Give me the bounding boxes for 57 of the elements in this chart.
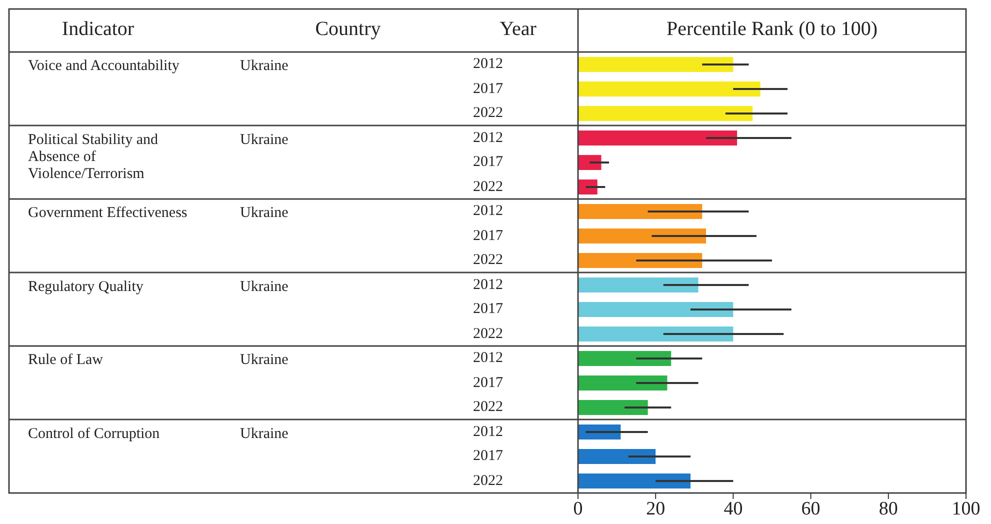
bar — [578, 326, 734, 342]
bar — [578, 474, 691, 488]
x-tick-label: 40 — [724, 498, 743, 520]
x-tick-label: 80 — [878, 498, 898, 520]
text: Ukraine — [240, 205, 288, 222]
y-tick-label: 2012 — [473, 349, 503, 368]
text: Year — [498, 18, 538, 41]
text: Government Effectiveness — [28, 205, 188, 222]
y-tick-label: 2017 — [473, 300, 503, 318]
x-tick-label: 0 — [573, 498, 583, 520]
text: Regulatory Quality — [28, 278, 144, 296]
x-tick-label: 60 — [801, 498, 820, 520]
text: Indicator — [60, 18, 136, 41]
bar — [578, 376, 668, 390]
y-tick-label: 2012 — [473, 422, 503, 441]
bar — [578, 278, 698, 292]
bar — [578, 449, 656, 464]
y-tick-label: 2022 — [473, 398, 503, 416]
y-tick-label: 2012 — [473, 202, 503, 220]
text: Ukraine — [240, 278, 288, 296]
text: Country — [314, 18, 382, 41]
bar — [578, 204, 702, 219]
y-tick-label: 2022 — [473, 251, 503, 270]
bar — [578, 106, 753, 121]
y-tick-label: 2017 — [473, 447, 503, 466]
text: Voice and Accountability — [28, 58, 180, 75]
text: Rule of Law — [28, 352, 104, 369]
bar — [578, 130, 738, 146]
y-tick-label: 2022 — [473, 472, 503, 490]
y-tick-label: 2022 — [473, 178, 503, 196]
bar — [578, 351, 672, 366]
text: Ukraine — [240, 426, 288, 442]
bar — [578, 302, 734, 317]
bar — [578, 228, 706, 244]
y-tick-label: 2017 — [473, 226, 503, 245]
text: Ukraine — [240, 132, 288, 148]
y-tick-label: 2012 — [473, 128, 503, 147]
bar — [578, 57, 734, 72]
y-tick-label: 2012 — [473, 276, 503, 294]
text: Political Stability and Absence of Violence/Terrorism — [28, 132, 159, 182]
bar — [578, 400, 648, 415]
y-tick-label: 2022 — [473, 104, 503, 122]
bar — [578, 82, 760, 96]
chart-title: Percentile Rank (0 to 100) — [665, 18, 879, 41]
bar — [578, 253, 702, 268]
text: Ukraine — [240, 352, 288, 369]
x-tick-label: 20 — [646, 498, 666, 520]
y-tick-label: 2017 — [473, 80, 503, 98]
bar — [578, 155, 602, 170]
y-tick-label: 2022 — [473, 324, 503, 343]
y-tick-label: 2017 — [473, 153, 503, 172]
x-tick-label: 100 — [952, 498, 980, 520]
bar — [578, 180, 598, 194]
y-tick-label: 2012 — [473, 55, 503, 74]
y-tick-label: 2017 — [473, 374, 503, 392]
text: Control of Corruption — [28, 426, 161, 442]
text: Ukraine — [240, 58, 288, 75]
